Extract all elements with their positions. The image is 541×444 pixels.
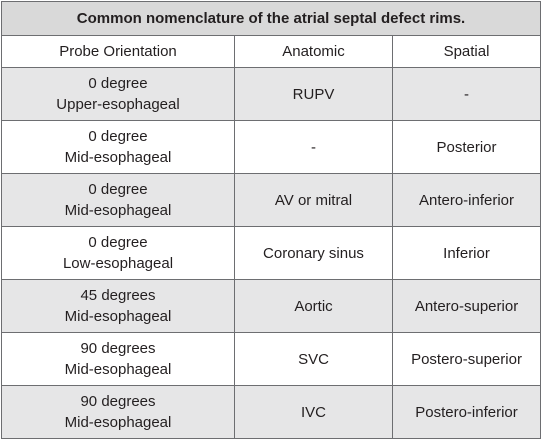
cell-spatial: - (391, 67, 541, 121)
orientation-level: Mid-esophageal (64, 361, 172, 378)
cell-spatial: Postero-superior (391, 332, 541, 386)
table-title: Common nomenclature of the atrial septal… (0, 1, 541, 36)
cell-anatomic: RUPV (234, 67, 393, 121)
orientation-angle: 0 degree (88, 128, 148, 145)
table-row: 0 degree Mid-esophageal AV or mitral Ant… (1, 173, 541, 227)
header-anatomic: Anatomic (234, 35, 393, 68)
column-header-row: Probe Orientation Anatomic Spatial (1, 35, 541, 68)
orientation-angle: 90 degrees (80, 393, 156, 410)
cell-spatial: Inferior (391, 226, 541, 280)
orientation-angle: 0 degree (88, 181, 148, 198)
table-row: 90 degrees Mid-esophageal IVC Postero-in… (1, 385, 541, 439)
table-title-row: Common nomenclature of the atrial septal… (0, 1, 541, 36)
header-probe-orientation: Probe Orientation (1, 35, 235, 68)
orientation-angle: 90 degrees (80, 340, 156, 357)
cell-anatomic: Coronary sinus (234, 226, 393, 280)
table-row: 45 degrees Mid-esophageal Aortic Antero-… (1, 279, 541, 333)
table-row: 0 degree Low-esophageal Coronary sinus I… (1, 226, 541, 280)
cell-spatial: Antero-inferior (391, 173, 541, 227)
orientation-angle: 0 degree (88, 75, 148, 92)
cell-anatomic: Aortic (234, 279, 393, 333)
orientation-level: Mid-esophageal (64, 414, 172, 431)
cell-probe-orientation: 0 degree Mid-esophageal (1, 120, 235, 174)
cell-anatomic: SVC (234, 332, 393, 386)
orientation-level: Upper-esophageal (56, 96, 180, 113)
cell-probe-orientation: 0 degree Mid-esophageal (1, 173, 235, 227)
orientation-angle: 0 degree (88, 234, 148, 251)
cell-spatial: Postero-inferior (391, 385, 541, 439)
cell-probe-orientation: 90 degrees Mid-esophageal (1, 332, 235, 386)
cell-anatomic: IVC (234, 385, 393, 439)
cell-anatomic: - (234, 120, 393, 174)
table-row: 0 degree Upper-esophageal RUPV - (1, 67, 541, 121)
orientation-level: Mid-esophageal (64, 308, 172, 325)
cell-spatial: Antero-superior (391, 279, 541, 333)
cell-probe-orientation: 0 degree Upper-esophageal (1, 67, 235, 121)
orientation-angle: 45 degrees (80, 287, 156, 304)
cell-spatial: Posterior (391, 120, 541, 174)
orientation-level: Low-esophageal (62, 255, 174, 272)
cell-probe-orientation: 0 degree Low-esophageal (1, 226, 235, 280)
orientation-level: Mid-esophageal (64, 149, 172, 166)
header-spatial: Spatial (391, 35, 541, 68)
cell-probe-orientation: 45 degrees Mid-esophageal (1, 279, 235, 333)
cell-probe-orientation: 90 degrees Mid-esophageal (1, 385, 235, 439)
orientation-level: Mid-esophageal (64, 202, 172, 219)
table-row: 0 degree Mid-esophageal - Posterior (1, 120, 541, 174)
table-row: 90 degrees Mid-esophageal SVC Postero-su… (1, 332, 541, 386)
cell-anatomic: AV or mitral (234, 173, 393, 227)
